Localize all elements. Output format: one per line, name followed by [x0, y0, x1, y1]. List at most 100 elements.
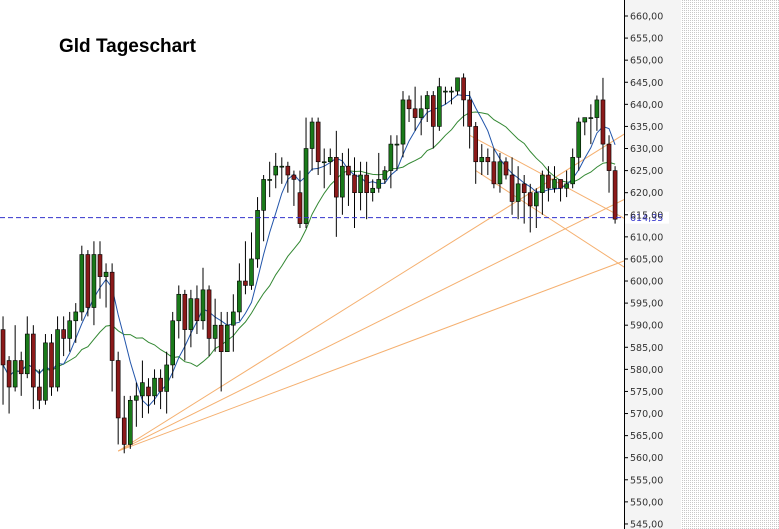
- candle: [176, 285, 182, 339]
- candle: [103, 263, 109, 308]
- candle: [473, 122, 479, 184]
- y-tick-label: 645,00: [630, 78, 663, 89]
- candle: [152, 369, 157, 405]
- candle: [91, 241, 97, 326]
- candle: [540, 170, 545, 215]
- candle: [315, 117, 321, 176]
- candle: [224, 311, 230, 352]
- y-tick-label: 560,00: [630, 453, 663, 464]
- y-tick-label: 585,00: [630, 343, 663, 354]
- trendline: [117, 198, 624, 452]
- y-tick-label: 570,00: [630, 409, 663, 420]
- y-tick-label: 630,00: [630, 144, 663, 155]
- candle: [321, 148, 327, 189]
- y-tick-label: 590,00: [630, 321, 663, 332]
- y-tick-label: 600,00: [630, 277, 663, 288]
- candle: [0, 316, 6, 405]
- candle: [467, 91, 472, 149]
- candle: [206, 285, 212, 357]
- candle: [309, 117, 315, 171]
- candle: [334, 130, 339, 237]
- y-tick-label: 565,00: [630, 431, 663, 442]
- candle: [327, 148, 333, 176]
- reference-line: 614,35: [0, 211, 669, 224]
- moving-average-long: [2, 111, 616, 377]
- y-tick-label: 655,00: [630, 34, 663, 45]
- y-tick-label: 620,00: [630, 188, 663, 199]
- candle: [406, 95, 412, 123]
- candle: [267, 161, 272, 198]
- candle: [49, 334, 54, 396]
- candle: [552, 166, 557, 193]
- candle: [388, 135, 394, 189]
- candle: [24, 316, 30, 379]
- candle: [134, 382, 139, 427]
- candle: [570, 148, 575, 189]
- y-tick-label: 635,00: [630, 122, 663, 133]
- candle: [194, 285, 200, 335]
- trendline: [117, 260, 624, 452]
- candle: [455, 77, 460, 96]
- y-tick-label: 580,00: [630, 365, 663, 376]
- chart-title: Gld Tageschart: [59, 36, 197, 57]
- y-tick-label: 605,00: [630, 254, 663, 265]
- candle: [358, 161, 363, 211]
- candle: [285, 161, 291, 193]
- y-tick-label: 595,00: [630, 299, 663, 310]
- candle: [443, 86, 448, 105]
- candle: [394, 135, 400, 171]
- candle: [412, 86, 418, 131]
- candle: [449, 86, 454, 105]
- candle: [515, 166, 521, 220]
- candle: [249, 232, 254, 290]
- candle: [346, 148, 351, 206]
- candle: [31, 325, 36, 410]
- candle: [297, 170, 303, 229]
- candle: [582, 117, 588, 136]
- candle: [564, 170, 569, 198]
- candle: [218, 311, 224, 392]
- candle: [43, 334, 48, 405]
- candle: [479, 144, 485, 176]
- candle: [534, 188, 539, 229]
- candle: [37, 369, 42, 410]
- candle: [140, 360, 145, 418]
- candle: [303, 117, 309, 229]
- candles: [0, 73, 618, 454]
- candle: [503, 157, 509, 180]
- candle: [546, 166, 551, 202]
- axis-panel: [624, 0, 681, 529]
- reference-line-label: 614,35: [630, 213, 663, 224]
- y-tick-label: 550,00: [630, 497, 663, 508]
- candle: [340, 152, 345, 215]
- ma-long-line: [2, 111, 616, 377]
- candle: [291, 170, 297, 206]
- y-tick-label: 555,00: [630, 475, 663, 486]
- candle: [109, 263, 115, 392]
- candle: [376, 152, 382, 193]
- dotted-margin: [681, 0, 779, 529]
- candle: [243, 241, 248, 295]
- candle: [255, 197, 260, 268]
- y-tick-label: 610,00: [630, 232, 663, 243]
- candle: [588, 104, 594, 145]
- y-tick-label: 625,00: [630, 166, 663, 177]
- y-tick-label: 660,00: [630, 12, 663, 23]
- plot-background: [0, 0, 624, 529]
- y-tick-label: 650,00: [630, 56, 663, 67]
- candle: [461, 73, 466, 127]
- candle: [127, 395, 133, 449]
- candle: [182, 289, 188, 361]
- candle: [158, 369, 163, 410]
- candle: [73, 303, 79, 343]
- candle: [352, 157, 357, 229]
- y-tick-label: 615,00: [630, 210, 663, 221]
- candle: [485, 148, 491, 176]
- y-tick-label: 640,00: [630, 100, 663, 111]
- candle: [527, 183, 533, 233]
- candle: [558, 179, 563, 202]
- candle: [97, 241, 103, 299]
- candle: [576, 117, 582, 171]
- candle: [231, 294, 236, 352]
